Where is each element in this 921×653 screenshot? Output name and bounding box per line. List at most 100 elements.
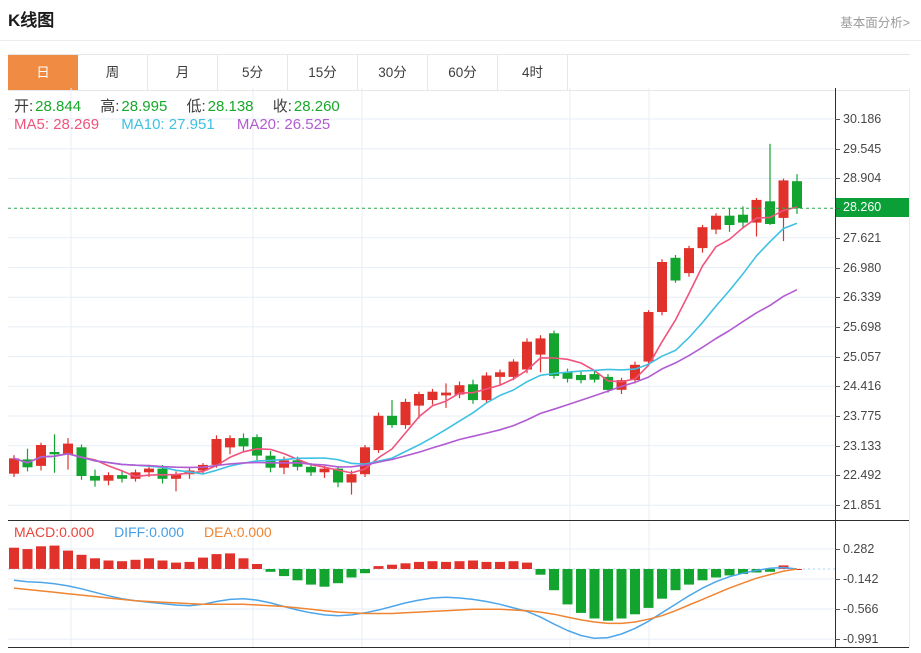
price-axis-label: 28.904: [843, 171, 882, 185]
macd-bar-positive: [211, 554, 222, 569]
price-axis-label: 29.545: [843, 142, 882, 156]
candle-up: [481, 375, 492, 401]
macd-bar-negative: [724, 569, 735, 576]
candle-up: [697, 227, 708, 249]
macd-chart[interactable]: [8, 521, 835, 647]
macd-bar-negative: [549, 569, 559, 591]
candle-up: [279, 460, 289, 468]
price-axis-label: 25.698: [843, 320, 882, 334]
macd-bar-positive: [414, 561, 424, 569]
macd-value: 0.000: [59, 524, 95, 540]
candle-up: [103, 475, 114, 481]
price-axis-label: 21.851: [843, 498, 882, 512]
macd-bar-positive: [373, 566, 384, 569]
candle-up: [360, 447, 370, 475]
candle-up: [36, 445, 46, 466]
macd-bar-negative: [265, 569, 276, 572]
price-axis-label: 30.186: [843, 112, 882, 126]
ma10-readout: MA10: 27.951: [121, 116, 214, 133]
macd-axis-tick: [835, 609, 840, 610]
macd-bar-negative: [535, 569, 546, 575]
macd-bar-negative: [360, 569, 370, 574]
candle-up: [522, 341, 532, 370]
candle-down: [265, 455, 276, 468]
candlestick-chart[interactable]: [8, 88, 835, 520]
ma20-readout: MA20: 26.525: [237, 116, 330, 133]
price-axis-tick: [835, 268, 840, 269]
open-value: 28.844: [35, 98, 82, 115]
fundamental-analysis-link[interactable]: 基本面分析>: [840, 16, 910, 30]
candle-up: [373, 415, 384, 451]
diff-label: DIFF:: [114, 524, 150, 540]
candle-down: [238, 438, 249, 447]
tab-week[interactable]: 周: [78, 55, 148, 90]
candle-down: [333, 468, 343, 483]
macd-bar-positive: [103, 560, 114, 569]
price-axis-label: 23.133: [843, 439, 882, 453]
candle-down: [589, 374, 600, 380]
candle-down: [603, 376, 613, 390]
macd-bar-negative: [684, 569, 694, 585]
dea-line: [13, 568, 798, 625]
price-axis-tick: [835, 475, 840, 476]
macd-readout: MACD:0.000: [14, 524, 94, 540]
macd-bar-positive: [157, 560, 168, 569]
candle-down: [576, 375, 586, 381]
tab-15min[interactable]: 15分: [288, 55, 358, 90]
candle-down: [387, 415, 397, 426]
macd-bar-positive: [238, 558, 249, 569]
ma-legend: MA5: 28.269 MA10: 27.951 MA20: 26.525: [14, 116, 348, 133]
price-axis-tick: [835, 505, 840, 506]
price-axis-label: 24.416: [843, 379, 882, 393]
macd-bar-positive: [508, 561, 519, 569]
candle-down: [117, 475, 127, 479]
price-axis-tick: [835, 178, 840, 179]
candle-up: [657, 262, 667, 312]
macd-axis-tick: [835, 549, 840, 550]
macd-bar-positive: [225, 553, 235, 569]
macd-label: MACD:: [14, 524, 60, 540]
tab-5min[interactable]: 5分: [218, 55, 288, 90]
macd-axis-tick: [835, 579, 840, 580]
ma5-value: 28.269: [53, 116, 100, 133]
price-axis-tick: [835, 297, 840, 298]
candle-up: [225, 438, 235, 448]
candle-down: [76, 447, 87, 476]
price-axis-line: [835, 88, 836, 648]
candle-down: [670, 257, 681, 281]
macd-bar-negative: [292, 569, 303, 581]
low-readout: 低: 28.138: [186, 98, 253, 115]
macd-bar-positive: [76, 554, 87, 569]
tab-day[interactable]: 日: [8, 55, 78, 90]
page-title: K线图: [8, 11, 55, 30]
candle-up: [535, 338, 546, 355]
macd-bar-negative: [562, 569, 573, 605]
macd-bar-negative: [279, 569, 289, 577]
tab-4hour[interactable]: 4时: [498, 55, 568, 90]
macd-axis-label: 0.282: [843, 542, 875, 556]
candle-down: [549, 333, 559, 376]
macd-bar-negative: [738, 569, 748, 574]
tab-30min[interactable]: 30分: [358, 55, 428, 90]
candle-up: [616, 380, 627, 390]
macd-bar-positive: [400, 563, 411, 569]
candle-up: [346, 474, 357, 483]
macd-bar-negative: [306, 569, 316, 585]
macd-bar-negative: [670, 569, 681, 591]
ma10-label: MA10:: [121, 116, 165, 133]
macd-bar-positive: [198, 557, 208, 569]
right-border: [909, 88, 910, 648]
candle-up: [9, 458, 19, 474]
price-axis-label: 27.621: [843, 231, 882, 245]
candle-up: [211, 439, 222, 465]
candle-up: [495, 372, 505, 377]
candle-up: [427, 391, 438, 400]
macd-bar-positive: [252, 564, 262, 569]
candle-down: [765, 201, 775, 224]
macd-bar-positive: [9, 547, 19, 569]
close-readout: 收: 28.260: [273, 98, 340, 115]
tab-60min[interactable]: 60分: [428, 55, 498, 90]
macd-bar-negative: [711, 569, 721, 578]
tab-month[interactable]: 月: [148, 55, 218, 90]
macd-bar-positive: [481, 561, 492, 569]
